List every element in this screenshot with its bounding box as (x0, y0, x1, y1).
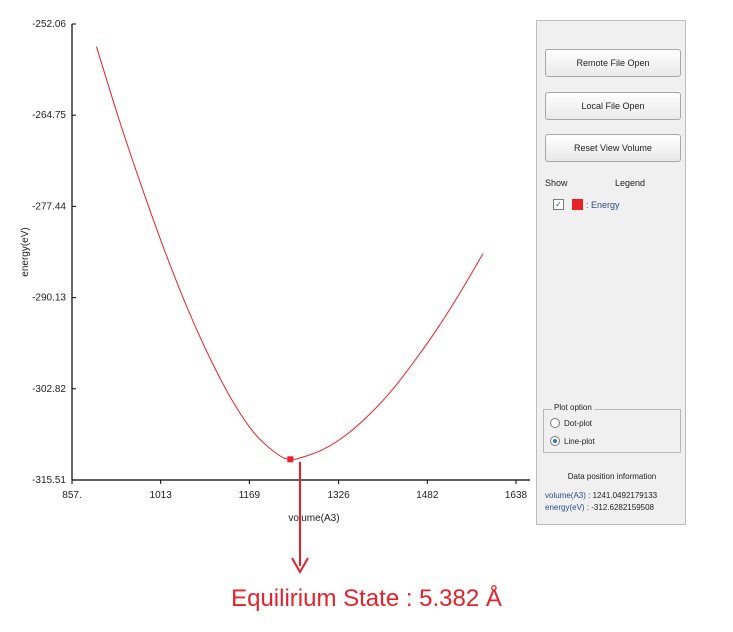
dot-plot-radio[interactable] (550, 418, 560, 428)
y-tick-label: -277.44 (32, 201, 66, 212)
x-tick-label: 1169 (239, 490, 261, 501)
legend-label-energy: : Energy (586, 199, 620, 210)
reset-view-volume-button[interactable]: Reset View Volume (545, 134, 681, 162)
legend-header: Legend (615, 178, 646, 188)
energy-info-row: energy(eV) : -312.6282159508 (545, 503, 654, 512)
x-tick-label: 857. (62, 490, 81, 501)
plot-option-group: Plot option Dot-plot Line-plot (543, 403, 681, 453)
energy-value: : -312.6282159508 (586, 503, 654, 512)
equilibrium-arrow (291, 462, 309, 575)
remote-file-open-button[interactable]: Remote File Open (545, 49, 681, 77)
volume-info-row: volume(A3) : 1241.0492179133 (545, 491, 657, 500)
y-tick-label: -315.51 (32, 475, 66, 486)
x-axis-title: volume(A3) (288, 513, 339, 524)
x-tick-label: 1638 (505, 490, 528, 501)
energy-series-line (95, 46, 484, 460)
control-panel: Remote File Open Local File Open Reset V… (536, 20, 686, 525)
y-axis-title: energy(eV) (20, 227, 31, 276)
energy-show-checkbox[interactable]: ✓ (553, 199, 564, 210)
local-file-open-button[interactable]: Local File Open (545, 92, 681, 120)
y-tick-label: -290.13 (32, 293, 66, 304)
x-tick-label: 1326 (328, 490, 351, 501)
y-tick-label: -264.75 (32, 110, 66, 121)
show-header: Show (545, 178, 568, 188)
line-plot-radio[interactable] (550, 436, 560, 446)
energy-color-swatch (572, 199, 583, 210)
energy-volume-plot[interactable]: -252.06 -264.75 -277.44 -290.13 -302.82 -315.… (0, 0, 535, 540)
plot-area[interactable]: -252.06 -264.75 -277.44 -290.13 -302.82 -315.… (0, 0, 535, 540)
line-plot-label: Line-plot (564, 436, 595, 446)
x-tick-label: 1482 (416, 490, 439, 501)
dot-plot-option[interactable]: Dot-plot (550, 418, 592, 428)
energy-key: energy(eV) (545, 503, 585, 512)
line-plot-option[interactable]: Line-plot (550, 436, 595, 446)
dot-plot-label: Dot-plot (564, 418, 593, 428)
volume-key: volume(A3) (545, 491, 586, 500)
x-tick-label: 1013 (150, 490, 173, 501)
plot-option-title: Plot option (552, 403, 594, 412)
equilibrium-marker (287, 456, 294, 463)
y-tick-label: -302.82 (32, 384, 66, 395)
equilibrium-annotation: Equilirium State : 5.382 Å (231, 585, 502, 612)
legend-item-energy: ✓ : Energy (553, 199, 620, 210)
volume-value: : 1241.0492179133 (588, 491, 658, 500)
radio-selected-dot (553, 439, 557, 443)
y-tick-label: -252.06 (32, 19, 66, 30)
data-position-title: Data position information (567, 472, 657, 481)
